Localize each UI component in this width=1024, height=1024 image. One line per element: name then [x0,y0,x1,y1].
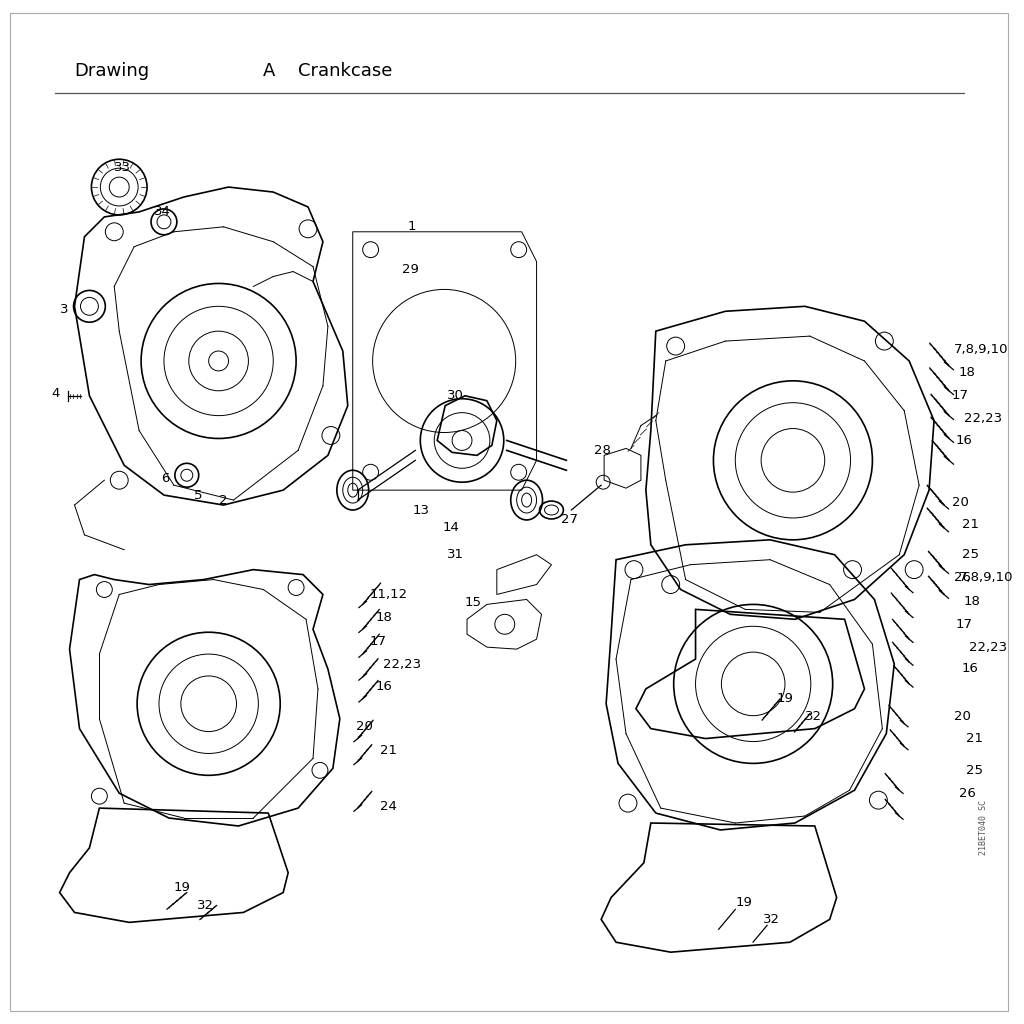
Text: 19: 19 [735,896,753,909]
Text: 18: 18 [376,611,392,624]
Text: 24: 24 [380,800,396,813]
Text: 16: 16 [962,663,979,676]
Text: 20: 20 [952,496,969,509]
Text: 20: 20 [355,720,373,733]
Text: 18: 18 [958,367,976,379]
Text: 7,8,9,10: 7,8,9,10 [958,571,1014,584]
Text: 19: 19 [777,692,794,706]
Text: 28: 28 [594,443,611,457]
Text: 20: 20 [954,711,971,723]
Text: 32: 32 [805,711,822,723]
Text: 22,23: 22,23 [964,412,1001,425]
Text: 3: 3 [59,303,69,315]
Text: 27: 27 [561,513,579,526]
Text: 34: 34 [154,206,171,218]
Text: 22,23: 22,23 [969,641,1007,653]
Text: 16: 16 [376,680,392,693]
Text: 33: 33 [115,161,131,174]
Text: 21BET040 SC: 21BET040 SC [979,801,988,855]
Text: 25: 25 [962,548,979,561]
Text: 32: 32 [197,899,214,912]
Text: 30: 30 [447,389,464,402]
Text: Crankcase: Crankcase [298,61,392,80]
Text: 21: 21 [962,518,979,531]
Text: 6: 6 [161,472,169,484]
Text: 7,8,9,10: 7,8,9,10 [954,343,1009,355]
Text: 4: 4 [51,387,60,400]
Text: A: A [263,61,275,80]
Text: 17: 17 [370,635,387,647]
Text: 17: 17 [952,389,969,402]
Text: 2: 2 [218,494,227,507]
Text: 21: 21 [380,744,396,757]
Text: 29: 29 [402,263,419,276]
Text: 18: 18 [964,595,981,608]
Text: 21: 21 [966,732,983,745]
Text: 16: 16 [955,434,973,446]
Text: 25: 25 [966,764,983,777]
Text: 22,23: 22,23 [383,657,421,671]
Text: 5: 5 [194,488,203,502]
Text: 32: 32 [763,912,780,926]
Text: 19: 19 [174,881,190,894]
Text: 15: 15 [465,596,482,609]
Text: 11,12: 11,12 [370,588,408,601]
Text: 14: 14 [442,521,459,535]
Text: 13: 13 [413,504,429,516]
Text: 26: 26 [958,786,976,800]
Text: 17: 17 [955,617,973,631]
Text: 31: 31 [447,548,464,561]
Text: Drawing: Drawing [75,61,150,80]
Text: 1: 1 [408,220,416,233]
Text: 26: 26 [954,571,971,584]
